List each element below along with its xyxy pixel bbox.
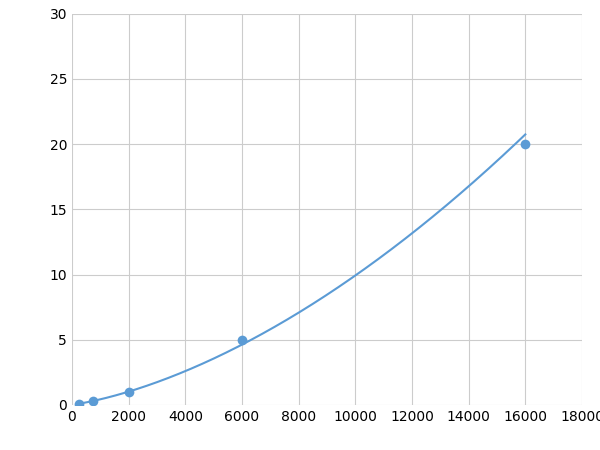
Point [124,388,133,396]
Point [74,400,84,407]
Point [88,397,98,405]
Point [237,336,247,343]
Point [521,140,530,148]
